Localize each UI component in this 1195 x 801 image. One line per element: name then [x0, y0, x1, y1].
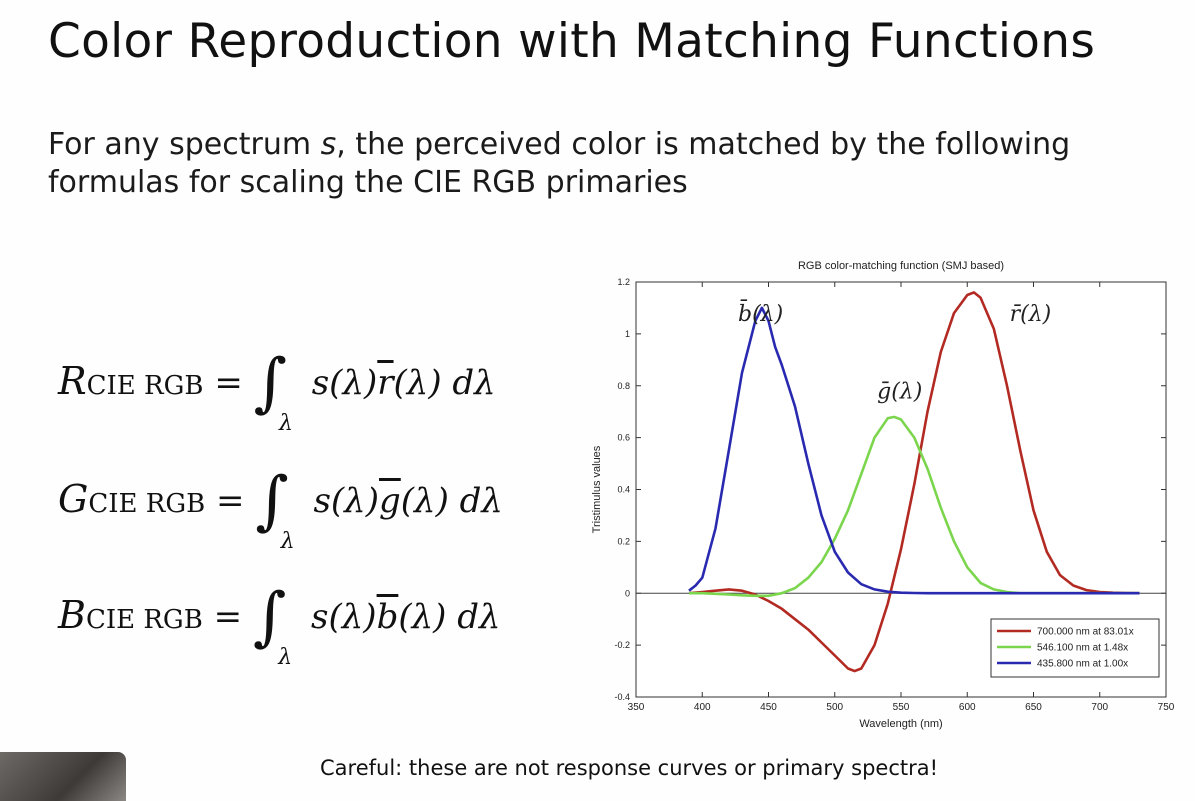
x-tick-label: 400: [694, 702, 711, 713]
series-line-3: [688, 306, 1140, 595]
integrand-post: (λ) dλ: [400, 481, 503, 521]
x-tick-label: 500: [826, 702, 843, 713]
intro-spectrum-symbol: s: [320, 127, 337, 162]
x-tick-label: 550: [893, 702, 910, 713]
legend-label-2: 546.100 nm at 1.48x: [1037, 643, 1128, 654]
x-tick-label: 600: [959, 702, 976, 713]
integrand-pre: s(λ): [311, 597, 377, 637]
eq-lhs-symbol: B: [58, 593, 86, 637]
integrand-pre: s(λ): [311, 363, 378, 403]
curve-label-1: b̄(λ): [738, 299, 783, 327]
x-tick-label: 650: [1025, 702, 1042, 713]
equation-red: RCIE RGB = ∫λ s(λ)r(λ) dλ: [58, 336, 496, 436]
legend-label-3: 435.800 nm at 1.00x: [1037, 659, 1128, 670]
eq-integrand: s(λ)g(λ) dλ: [313, 481, 503, 521]
integrand-pre: s(λ): [313, 481, 379, 521]
color-matching-chart: RGB color-matching function (SMJ based) W…: [591, 260, 1175, 730]
legend-label-1: 700.000 nm at 83.01x: [1037, 627, 1134, 638]
y-axis-label: Tristimulus values: [591, 445, 603, 533]
eq-integrand: s(λ)r(λ) dλ: [312, 363, 496, 403]
eq-equals: =: [214, 363, 243, 403]
y-tick-label: 0.6: [617, 433, 630, 443]
presenter-webcam-thumbnail: [0, 752, 126, 801]
slide-caption: Careful: these are not response curves o…: [320, 756, 939, 780]
chart-title: RGB color-matching function (SMJ based): [798, 260, 1004, 272]
y-tick-label: 0.8: [617, 381, 630, 391]
y-tick-label: 0.2: [617, 536, 630, 546]
intro-text-b: , the perceived color is matched by the …: [48, 127, 1071, 200]
integrand-post: (λ) dλ: [393, 363, 496, 403]
eq-lhs-subscript: CIE RGB: [85, 605, 203, 635]
x-axis-label: Wavelength (nm): [859, 718, 942, 730]
y-tick-label: 0.4: [617, 485, 630, 495]
y-tick-label: 0: [625, 588, 630, 598]
integral-limit: λ: [278, 645, 293, 670]
eq-lhs-subscript: CIE RGB: [88, 489, 206, 519]
y-tick-label: -0.2: [614, 640, 630, 650]
eq-equals: =: [213, 597, 243, 637]
equation-blue: BCIE RGB = ∫λ s(λ)b(λ) dλ: [58, 570, 501, 670]
y-tick-label: 1: [625, 329, 630, 339]
eq-integrand: s(λ)b(λ) dλ: [311, 597, 501, 637]
eq-lhs-symbol: R: [58, 359, 87, 403]
y-tick-label: 1.2: [617, 277, 630, 287]
slide-intro: For any spectrum s, the perceived color …: [48, 126, 1128, 202]
integral-limit: λ: [280, 529, 295, 554]
x-tick-label: 750: [1158, 702, 1175, 713]
intro-text-a: For any spectrum: [48, 127, 321, 162]
matching-function: b: [376, 597, 399, 637]
integral-sign: ∫: [253, 346, 287, 420]
curve-label-2: ḡ(λ): [877, 380, 922, 405]
slide-title: Color Reproduction with Matching Functio…: [48, 14, 1096, 69]
y-tick-label: -0.4: [614, 692, 630, 702]
integral-sign: ∫: [255, 464, 289, 538]
eq-lhs-subscript: CIE RGB: [86, 371, 204, 401]
matching-function: r: [377, 363, 394, 403]
series-line-1: [688, 291, 1140, 673]
integral-sign: ∫: [252, 580, 287, 654]
eq-lhs-symbol: G: [58, 477, 89, 521]
x-tick-label: 450: [760, 702, 777, 713]
equation-green: GCIE RGB = ∫λ s(λ)g(λ) dλ: [58, 454, 503, 554]
x-tick-label: 350: [628, 702, 645, 713]
integrand-post: (λ) dλ: [398, 597, 501, 637]
x-tick-label: 700: [1091, 702, 1108, 713]
curve-label-3: r̄(λ): [1010, 302, 1052, 327]
eq-equals: =: [216, 481, 245, 521]
integral-limit: λ: [278, 411, 293, 436]
matching-function: g: [379, 481, 401, 521]
